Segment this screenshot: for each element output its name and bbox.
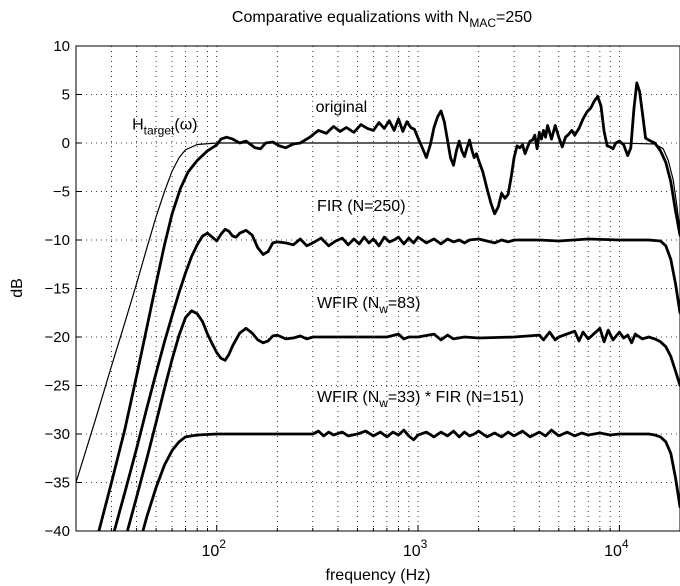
y-tick-label: −35 [45,475,70,492]
annotation-fir: FIR (N=250) [317,198,405,215]
series-group [76,81,680,531]
y-tick-label: −30 [45,426,70,443]
y-tick-label: −40 [45,523,70,540]
x-tick-label: 104 [604,537,629,560]
annotation-combo: WFIR (Nw=33) * FIR (N=151) [317,389,524,410]
y-tick-label: −25 [45,378,70,395]
annotations: Htarget(ω) original FIR (N=250) WFIR (Nw=83… [132,99,524,410]
y-tick-label: −10 [45,232,70,249]
annotation-wfir: WFIR (Nw=83) [317,295,420,316]
y-tick-label: −20 [45,329,70,346]
series-combo-line [141,428,680,531]
x-tick-label: 102 [201,537,226,560]
y-tick-label: −15 [45,281,70,298]
annotation-original: original [316,99,368,116]
series-target-line [76,142,680,484]
y-tick-label: −5 [53,184,70,201]
y-tick-label: 10 [53,38,70,55]
y-tick-label: 5 [62,87,70,104]
series-wfir-line [126,309,680,531]
y-axis-label: dB [9,278,26,298]
x-tick-label: 103 [403,537,428,560]
y-tick-label: 0 [62,135,70,152]
chart-title: Comparative equalizations with NMAC=250 [232,9,532,30]
series-fir-line [112,227,680,531]
series-original-line [97,81,680,531]
x-axis-label: frequency (Hz) [326,567,431,584]
ticks: 10 5 0 −5 −10 −15 −20 −25 −30 −35 −40 102 103 104 [45,38,680,560]
annotation-htarget: Htarget(ω) [132,116,197,137]
